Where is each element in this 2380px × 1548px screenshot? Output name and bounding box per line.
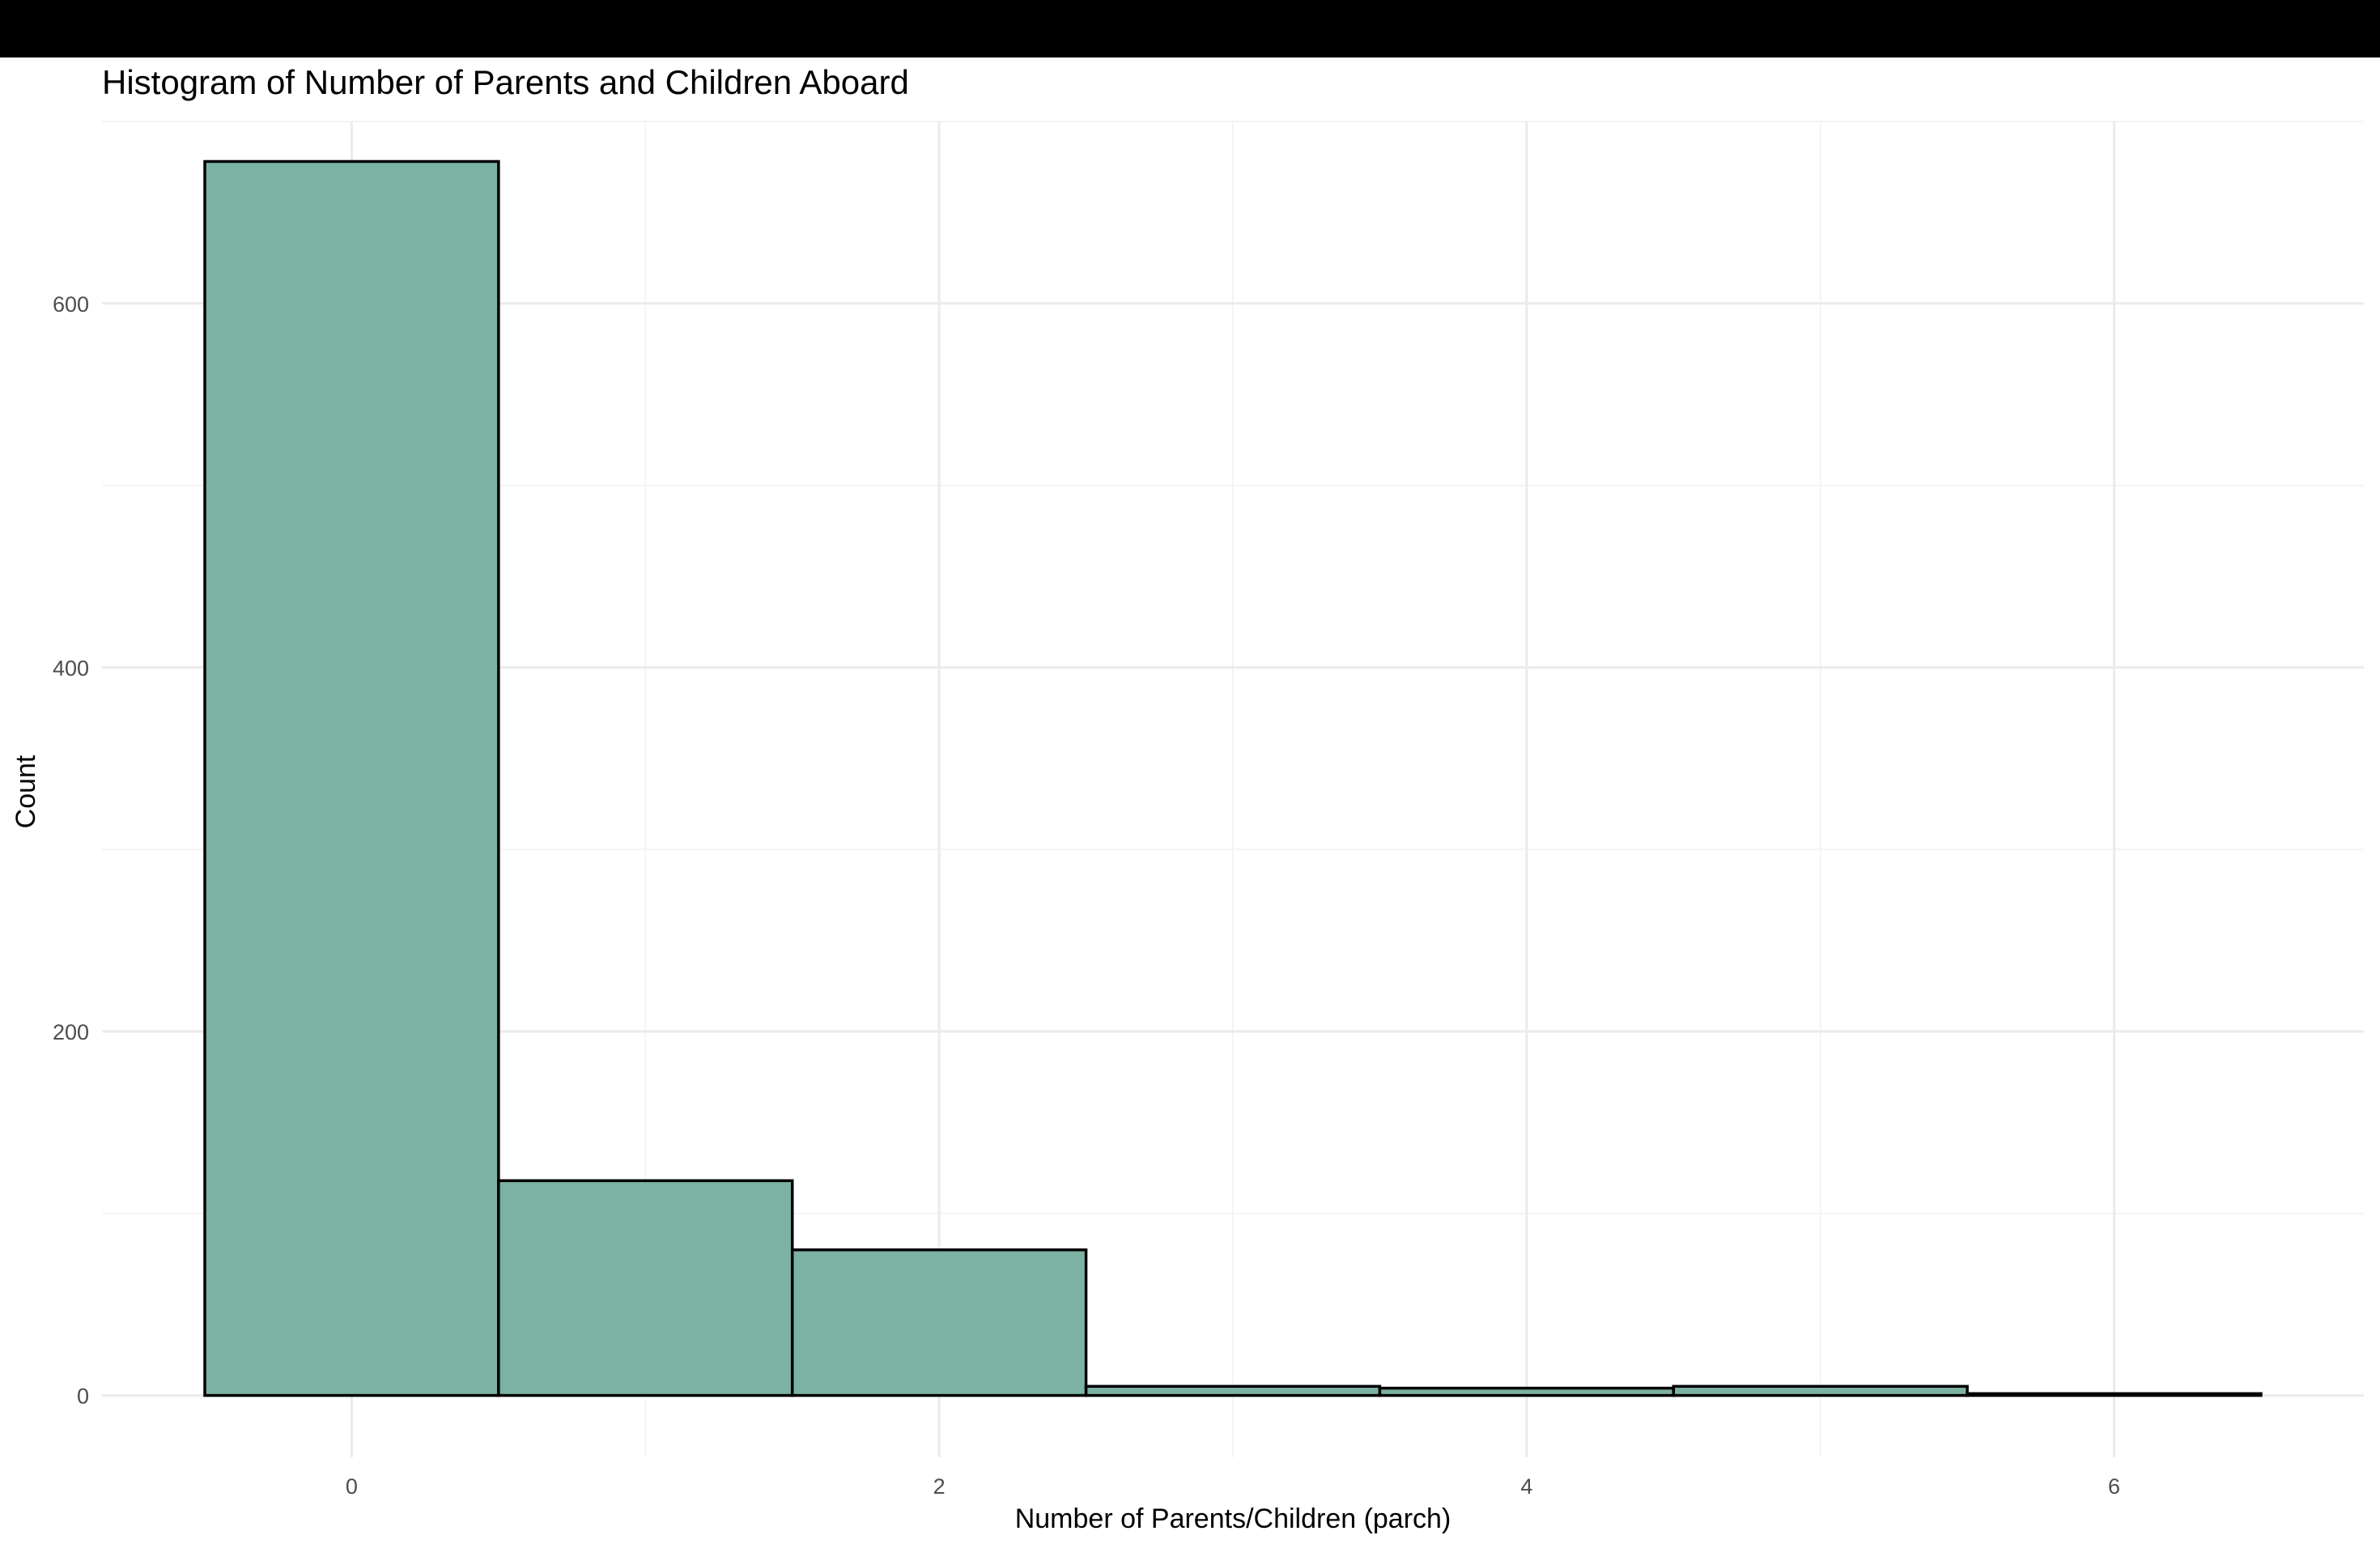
histogram-bar — [497, 1179, 794, 1397]
chart-title: Histogram of Number of Parents and Child… — [102, 63, 909, 101]
y-tick-label: 200 — [53, 1020, 89, 1044]
y-axis-title: Count — [11, 755, 41, 828]
histogram-bar — [1966, 1392, 2263, 1397]
histogram-bar — [790, 1248, 1088, 1397]
x-tick-label: 0 — [346, 1474, 358, 1499]
histogram-bar — [1378, 1386, 1676, 1397]
y-axis-ticks: 0 200 400 600 — [53, 292, 89, 1409]
x-tick-label: 4 — [1520, 1474, 1532, 1499]
x-axis-ticks: 0 2 4 6 — [346, 1474, 2120, 1499]
x-tick-label: 2 — [933, 1474, 946, 1499]
histogram-bar — [203, 159, 500, 1397]
x-axis-title: Number of Parents/Children (parch) — [1015, 1503, 1451, 1534]
histogram-bars — [203, 159, 2263, 1397]
x-tick-label: 6 — [2108, 1474, 2120, 1499]
histogram-bar — [1672, 1384, 1969, 1397]
y-tick-label: 400 — [53, 656, 89, 680]
top-bar — [0, 0, 2380, 57]
y-tick-label: 0 — [77, 1384, 89, 1409]
y-tick-label: 600 — [53, 292, 89, 317]
histogram-bar — [1084, 1384, 1382, 1397]
